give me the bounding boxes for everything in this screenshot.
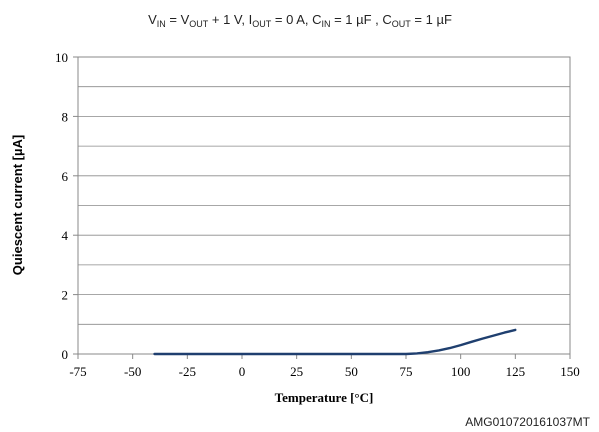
- y-tick-label: 2: [62, 288, 69, 303]
- x-tick-label: 50: [345, 364, 358, 379]
- title-part: = V: [166, 12, 190, 27]
- title-part: V: [148, 12, 157, 27]
- y-tick-labels: 0 2 4 6 8 10: [55, 50, 78, 362]
- title-part: = 1 µF: [411, 12, 452, 27]
- y-tick-label: 6: [62, 169, 69, 184]
- x-tick-label: -75: [69, 364, 86, 379]
- y-tick-label: 8: [62, 109, 69, 124]
- x-tick-label: 150: [560, 364, 580, 379]
- chart-title: VIN = VOUT + 1 V, IOUT = 0 A, CIN = 1 µF…: [148, 12, 452, 29]
- figure-id-footnote: AMG010720161037MT: [465, 415, 590, 429]
- title-part: OUT: [252, 19, 272, 29]
- series-line: [153, 328, 517, 356]
- title-part: + 1 V, I: [208, 12, 252, 27]
- title-part: = 0 A, C: [271, 12, 321, 27]
- x-axis-label: Temperature [°C]: [275, 390, 374, 405]
- x-tick-label: -25: [179, 364, 196, 379]
- y-tick-label: 4: [62, 228, 69, 243]
- x-tick-label: 75: [400, 364, 413, 379]
- x-tick-label: 125: [506, 364, 526, 379]
- title-part: = 1 µF , C: [330, 12, 391, 27]
- x-tick-label: 0: [239, 364, 246, 379]
- x-tick-label: -50: [124, 364, 141, 379]
- x-tick-labels: -75 -50 -25 0 25 50 75 100 125 150: [69, 354, 580, 379]
- x-tick-label: 25: [290, 364, 303, 379]
- x-tick-label: 100: [451, 364, 471, 379]
- title-part: OUT: [392, 19, 412, 29]
- series-layer: [153, 328, 517, 356]
- title-part: OUT: [189, 19, 209, 29]
- grid: [78, 86, 570, 325]
- y-tick-label: 10: [55, 50, 68, 65]
- y-axis-label: Quiescent current [µA]: [10, 135, 25, 275]
- title-part: IN: [321, 19, 330, 29]
- y-tick-label: 0: [62, 347, 69, 362]
- title-part: IN: [157, 19, 166, 29]
